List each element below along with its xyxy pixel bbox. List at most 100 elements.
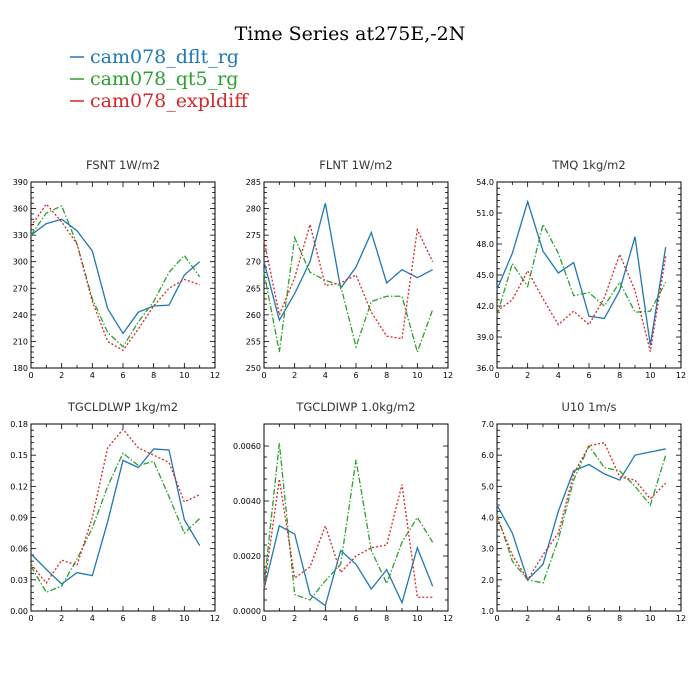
panel-title: TMQ 1kg/m2	[551, 158, 625, 172]
y-tick-label: 0.0000	[233, 607, 261, 616]
y-tick-label: 360	[13, 205, 28, 214]
legend-label: cam078_dflt_rg	[90, 46, 239, 68]
y-tick-label: 0.09	[10, 514, 28, 523]
x-tick-label: 2	[292, 614, 297, 623]
x-tick-label: 2	[292, 371, 297, 380]
x-tick-label: 8	[384, 614, 389, 623]
x-tick-label: 6	[586, 614, 591, 623]
y-tick-label: 270	[13, 284, 28, 293]
x-tick-label: 0	[261, 371, 266, 380]
y-tick-label: 0.0060	[233, 442, 261, 451]
x-tick-label: 4	[556, 614, 561, 623]
y-tick-label: 285	[246, 178, 261, 187]
y-tick-label: 0.0020	[233, 552, 261, 561]
chart-panel: FSNT 1W/m2 0 2 4 6 8 10 12 180 210 240 270 300 330 360…	[13, 158, 220, 380]
y-tick-label: 0.18	[10, 420, 28, 429]
legend-label: cam078_expldiff	[90, 90, 249, 112]
y-tick-label: 6.0	[481, 451, 494, 460]
series-line-cam078_expldiff	[30, 428, 200, 585]
y-tick-label: 0.15	[10, 451, 28, 460]
y-tick-label: 42.0	[476, 302, 494, 311]
panel-title: FSNT 1W/m2	[86, 158, 160, 172]
series-line-cam078_dflt_rg	[496, 448, 666, 582]
series-line-cam078_dflt_rg	[30, 448, 201, 585]
x-tick-label: 10	[179, 371, 189, 380]
panel-title: FLNT 1W/m2	[319, 158, 392, 172]
y-tick-label: 0.03	[10, 576, 28, 585]
x-tick-label: 4	[323, 371, 328, 380]
x-tick-label: 12	[676, 371, 686, 380]
x-tick-label: 2	[525, 614, 530, 623]
series-line-cam078_expldiff	[263, 222, 434, 340]
series-line-cam078_qt5_rg	[30, 452, 201, 594]
y-tick-label: 275	[246, 231, 261, 240]
x-tick-label: 0	[28, 614, 33, 623]
x-tick-label: 12	[210, 371, 220, 380]
series-line-cam078_expldiff	[30, 203, 200, 352]
y-tick-label: 51.0	[476, 209, 494, 218]
x-tick-label: 10	[645, 614, 655, 623]
y-tick-label: 300	[13, 258, 28, 267]
x-tick-label: 10	[645, 371, 655, 380]
y-tick-label: 0.00	[10, 607, 28, 616]
y-tick-label: 280	[246, 205, 261, 214]
series-line-cam078_expldiff	[496, 252, 667, 352]
x-tick-label: 6	[120, 371, 125, 380]
series-line-cam078_dflt_rg	[263, 524, 434, 607]
x-tick-label: 6	[353, 614, 358, 623]
x-tick-label: 8	[384, 371, 389, 380]
chart-panel: U10 1m/s 0 2 4 6 8 10 12 1.0 2.0 3.0 4.0 5.0 6.0 7.0	[481, 400, 686, 623]
axis-frame	[263, 423, 449, 612]
y-tick-label: 240	[13, 311, 28, 320]
x-tick-label: 8	[617, 614, 622, 623]
y-tick-label: 2.0	[481, 576, 494, 585]
axis-frame	[263, 181, 449, 369]
series-line-cam078_dflt_rg	[30, 218, 201, 335]
y-tick-label: 45.0	[476, 271, 494, 280]
x-tick-label: 4	[323, 614, 328, 623]
x-tick-label: 8	[151, 371, 156, 380]
series-line-cam078_qt5_rg	[30, 205, 201, 348]
x-tick-label: 2	[59, 371, 64, 380]
x-tick-label: 12	[210, 614, 220, 623]
y-tick-label: 3.0	[481, 545, 494, 554]
x-tick-label: 0	[494, 614, 499, 623]
chart-panel: FLNT 1W/m2 0 2 4 6 8 10 12 250 255 260 265 270 275 280…	[246, 158, 453, 380]
y-tick-label: 39.0	[476, 333, 494, 342]
legend-entry: cam078_dflt_rg	[70, 46, 239, 68]
x-tick-label: 10	[412, 371, 422, 380]
x-tick-label: 0	[494, 371, 499, 380]
axis-frame	[30, 423, 216, 612]
legend-entry: cam078_qt5_rg	[70, 68, 238, 90]
y-tick-label: 250	[246, 364, 261, 373]
series-line-cam078_qt5_rg	[496, 222, 667, 316]
x-tick-label: 8	[617, 371, 622, 380]
panel-title: TGCLDLWP 1kg/m2	[67, 400, 178, 414]
x-tick-label: 12	[443, 614, 453, 623]
chart-panels: FSNT 1W/m20 2 4 6 8 10 12180210240270300330360…	[10, 158, 686, 623]
y-tick-label: 270	[246, 258, 261, 267]
x-tick-label: 10	[179, 614, 189, 623]
series-line-cam078_qt5_rg	[263, 235, 434, 355]
chart-panel: TGCLDLWP 1kg/m2 0 2 4 6 8 10 12 0.00 0.03 0.06 0.09…	[10, 400, 220, 623]
chart-panel: TMQ 1kg/m2 0 2 4 6 8 10 12 36.0 39.0 42.0 45.0 48.0 5…	[476, 158, 686, 380]
x-tick-label: 4	[90, 614, 95, 623]
legend-label: cam078_qt5_rg	[90, 68, 238, 90]
series-line-cam078_qt5_rg	[263, 443, 434, 601]
y-tick-label: 390	[13, 178, 28, 187]
y-tick-label: 0.06	[10, 545, 28, 554]
legend-entry: cam078_expldiff	[70, 90, 249, 112]
axis-frame	[30, 181, 216, 369]
y-tick-label: 210	[13, 337, 28, 346]
y-tick-label: 180	[13, 364, 28, 373]
y-tick-label: 265	[246, 284, 261, 293]
figure-title: Time Series at275E,-2N	[235, 23, 466, 45]
x-tick-label: 2	[525, 371, 530, 380]
y-tick-label: 330	[13, 231, 28, 240]
y-tick-label: 5.0	[481, 482, 494, 491]
y-tick-label: 1.0	[481, 607, 494, 616]
x-tick-label: 12	[443, 371, 453, 380]
series-line-cam078_dflt_rg	[263, 203, 433, 322]
x-tick-label: 6	[120, 614, 125, 623]
